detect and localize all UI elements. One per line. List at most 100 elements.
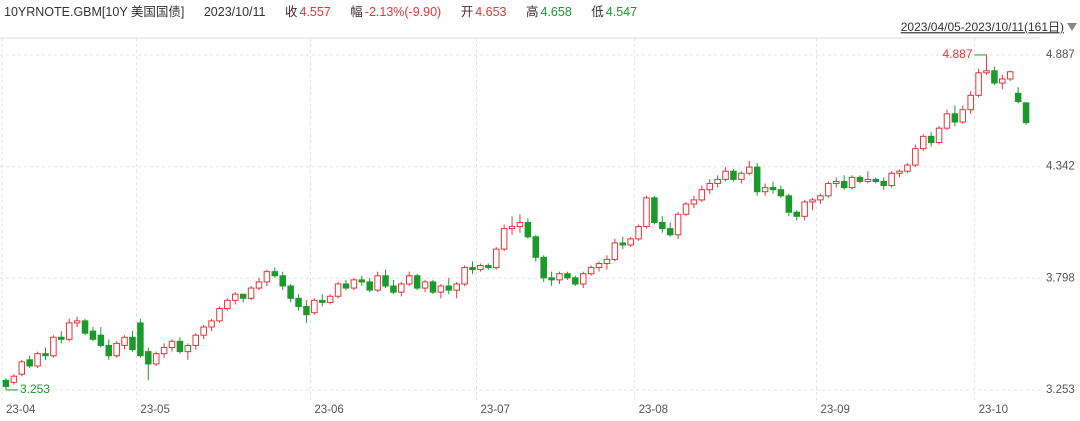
candle-body (682, 203, 690, 215)
candle-body (864, 178, 872, 182)
candle-body (366, 281, 373, 291)
candle-body (856, 176, 864, 182)
candle-body (192, 334, 200, 346)
candle-body (81, 320, 89, 334)
candle-body (437, 285, 445, 293)
candle-body (912, 148, 919, 166)
symbol: 10YRNOTE.GBM[10Y 美国国债] (4, 5, 185, 19)
candle-body (872, 178, 880, 182)
candle-body (706, 183, 714, 191)
candle-body (516, 221, 524, 228)
candle-body (318, 299, 326, 303)
candle-body (152, 353, 160, 365)
candle-body (595, 262, 603, 269)
candle-body (967, 94, 974, 111)
candle-body (129, 336, 136, 351)
candle-body (832, 180, 840, 185)
x-tick-label: 23-10 (979, 404, 1008, 416)
candle-body (176, 340, 184, 353)
candle-body (461, 267, 468, 285)
candle-body (579, 273, 587, 285)
candle-body (89, 330, 97, 340)
candle-body (145, 351, 152, 365)
candle-body (334, 283, 342, 297)
candle-body (50, 336, 57, 357)
candle-body (413, 275, 421, 289)
candle-body (42, 353, 49, 357)
candle-body (445, 285, 453, 291)
candle-body (34, 353, 41, 367)
candle-body (2, 379, 10, 387)
candle-body (975, 72, 982, 96)
candle-body (208, 320, 215, 328)
candle-body (1014, 92, 1022, 103)
candle-body (627, 238, 634, 246)
candle-body (18, 361, 26, 375)
x-tick-label: 23-08 (639, 404, 668, 416)
candle-body (548, 277, 555, 281)
range-label[interactable]: 2023/04/05-2023/10/11(161日) (901, 20, 1064, 34)
candle-body (453, 283, 460, 291)
close-value: 4.557 (299, 5, 331, 19)
candle-body (603, 258, 611, 264)
candle-body (255, 281, 263, 289)
candle-body (469, 267, 476, 271)
candle-body (1006, 71, 1014, 80)
candle-body (247, 287, 255, 299)
candle-body (429, 281, 437, 293)
high-value: 4.658 (540, 5, 572, 19)
candle-body (26, 359, 33, 367)
candle-body (840, 180, 848, 189)
x-tick-label: 23-05 (140, 404, 169, 416)
candle-body (65, 322, 73, 340)
candle-body (919, 135, 927, 150)
candle-body (635, 226, 642, 240)
candle-body (659, 221, 666, 230)
candle-body (137, 322, 144, 357)
candle-body (848, 176, 856, 189)
candle-body (508, 226, 516, 230)
candle-body (927, 135, 935, 144)
candle-body (896, 170, 903, 174)
candle-body (1022, 102, 1030, 124)
open-label: 开 (460, 5, 474, 19)
candle-body (825, 183, 832, 197)
candle-body (224, 299, 231, 310)
candle-body (690, 199, 698, 205)
x-tick-label: 23-07 (480, 404, 509, 416)
candle-body (239, 293, 247, 299)
candle-body (951, 113, 959, 123)
candle-body (761, 187, 769, 193)
candle-body (405, 275, 413, 285)
candle-body (540, 256, 547, 279)
candle-body (295, 297, 302, 308)
candle-body (168, 340, 176, 349)
candle-body (674, 213, 682, 236)
candle-body (184, 344, 192, 353)
candle-body (572, 277, 579, 285)
candle-body (398, 283, 405, 293)
candle-body (524, 221, 532, 238)
low-value: 4.547 (605, 5, 638, 19)
min-label: 3.253 (20, 382, 50, 396)
candle-body (382, 275, 389, 287)
candle-body (500, 228, 508, 250)
candle-body (271, 271, 279, 277)
candle-body (880, 180, 887, 187)
candle-body (216, 308, 223, 322)
candle-body (121, 336, 128, 346)
candle-body (342, 283, 350, 289)
header: 10YRNOTE.GBM[10Y 美国国债] 2023/10/11 收 4.557… (4, 1, 639, 20)
candle-body (738, 172, 745, 180)
range-dropdown[interactable] (1067, 23, 1077, 31)
candle-body (983, 70, 990, 74)
candle-body (421, 281, 429, 289)
candle-body (793, 211, 800, 217)
x-tick-label: 23-04 (6, 404, 36, 416)
high-label: 高 (525, 5, 539, 19)
candle-body (97, 334, 105, 346)
candle-body (943, 113, 951, 129)
candle-body (303, 306, 310, 316)
